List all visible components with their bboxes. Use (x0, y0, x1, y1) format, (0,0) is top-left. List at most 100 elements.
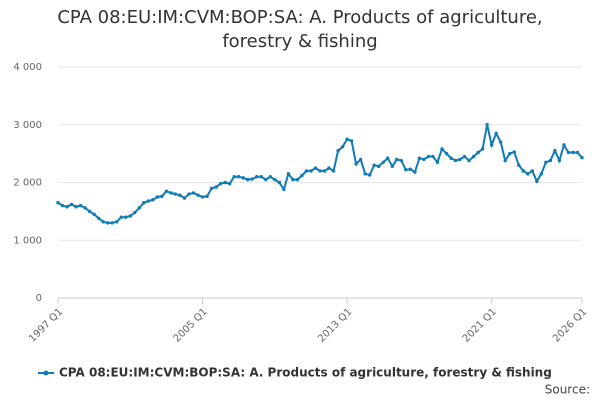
x-tick-label: 2013 Q1 (316, 306, 354, 344)
point (426, 154, 431, 159)
point (246, 177, 250, 182)
point (295, 177, 300, 182)
point (413, 170, 417, 174)
point (264, 177, 268, 182)
x-tick-label: 2005 Q1 (172, 306, 210, 344)
point (169, 191, 173, 195)
point (467, 158, 471, 163)
point (65, 205, 69, 209)
point (322, 169, 327, 173)
point (268, 175, 273, 179)
point (517, 163, 521, 167)
point (489, 143, 494, 147)
point (530, 169, 535, 173)
y-tick-label: 0 (36, 293, 42, 304)
legend-label: CPA 08:EU:IM:CVM:BOP:SA: A. Products of … (59, 366, 552, 380)
point (417, 156, 422, 160)
point (386, 156, 390, 160)
point (349, 139, 354, 143)
point (399, 158, 404, 163)
point (291, 177, 295, 182)
point (155, 195, 160, 199)
y-tick-label: 1 000 (13, 235, 42, 246)
point (372, 163, 376, 167)
point (282, 187, 286, 192)
point (223, 180, 227, 185)
y-tick-label: 3 000 (13, 120, 42, 131)
point (137, 206, 142, 210)
x-tick-label: 1997 Q1 (27, 306, 65, 344)
point (521, 169, 525, 173)
point (431, 154, 435, 159)
point (363, 172, 367, 176)
point (512, 150, 516, 154)
point (449, 156, 453, 160)
point (553, 149, 557, 153)
point (110, 221, 114, 225)
point (340, 144, 345, 149)
point (408, 167, 413, 171)
point (69, 202, 74, 207)
y-tick-label: 4 000 (13, 62, 42, 73)
point (422, 157, 426, 162)
point (535, 179, 539, 184)
point (390, 164, 394, 169)
point (214, 185, 218, 189)
point (133, 210, 137, 215)
point (182, 196, 187, 200)
point (300, 173, 304, 178)
point (178, 193, 182, 197)
point (191, 191, 196, 195)
point (146, 199, 151, 203)
point (444, 151, 449, 156)
point (119, 215, 123, 219)
point (345, 137, 349, 141)
point (575, 150, 580, 155)
point (327, 166, 331, 170)
point (562, 143, 566, 147)
point (173, 192, 178, 196)
point (250, 177, 254, 181)
point (151, 198, 155, 202)
point (381, 160, 385, 164)
point (142, 201, 146, 205)
point (503, 158, 507, 163)
chart-title: CPA 08:EU:IM:CVM:BOP:SA: A. Products of … (57, 7, 543, 52)
point (187, 192, 191, 196)
point (78, 203, 83, 208)
point (87, 209, 92, 214)
point (227, 181, 232, 186)
legend-marker (43, 370, 49, 376)
point (96, 216, 101, 221)
point (255, 175, 259, 179)
point (205, 194, 209, 199)
point (241, 176, 245, 180)
point (354, 162, 358, 166)
point (56, 201, 60, 205)
point (404, 168, 408, 172)
point (209, 186, 214, 190)
point (313, 166, 318, 170)
point (476, 150, 480, 155)
point (358, 157, 363, 162)
point (377, 164, 381, 169)
point (471, 154, 476, 159)
point (92, 212, 96, 216)
point (218, 181, 223, 186)
point (485, 123, 489, 127)
point (548, 158, 553, 163)
point (196, 193, 200, 197)
point (277, 180, 282, 185)
point (309, 169, 313, 173)
point (395, 157, 399, 162)
point (304, 169, 309, 173)
point (539, 172, 544, 176)
point (544, 160, 548, 164)
y-tick-label: 2 000 (13, 178, 42, 189)
source: Source: (545, 383, 590, 397)
point (571, 150, 575, 155)
point (580, 155, 584, 160)
point (60, 203, 65, 208)
